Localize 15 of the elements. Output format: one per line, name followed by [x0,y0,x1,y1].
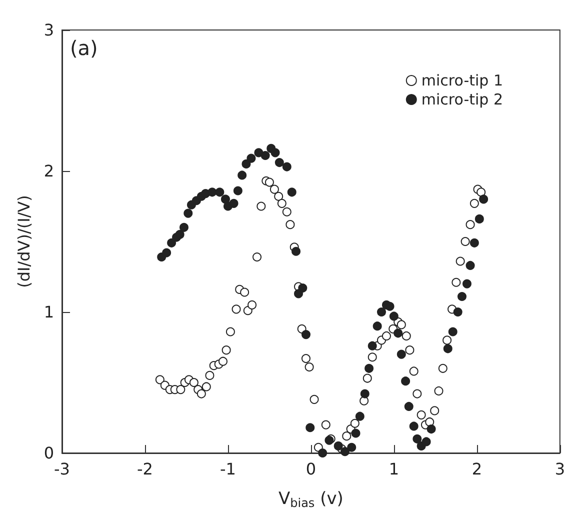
y-tick-label: 1 [44,302,54,322]
y-tick-label: 0 [44,444,54,462]
legend-label: micro-tip 2 [421,90,504,108]
x-tick-label: 1 [388,460,400,478]
annotation: (a) [70,36,98,60]
x-tick-label: -1 [220,460,236,478]
x-tick-label: 3 [554,460,566,478]
y-axis-title: (dI/dV)/(I/V) [14,195,34,288]
x-tick-label: -2 [137,460,153,478]
y-tick-label: 3 [44,20,54,40]
x-tick-label: 0 [306,460,316,478]
legend-label: micro-tip 1 [421,72,504,90]
x-tick-label: -3 [54,460,70,478]
y-tick-label: 2 [44,162,54,180]
x-tick-label: 2 [472,460,482,478]
